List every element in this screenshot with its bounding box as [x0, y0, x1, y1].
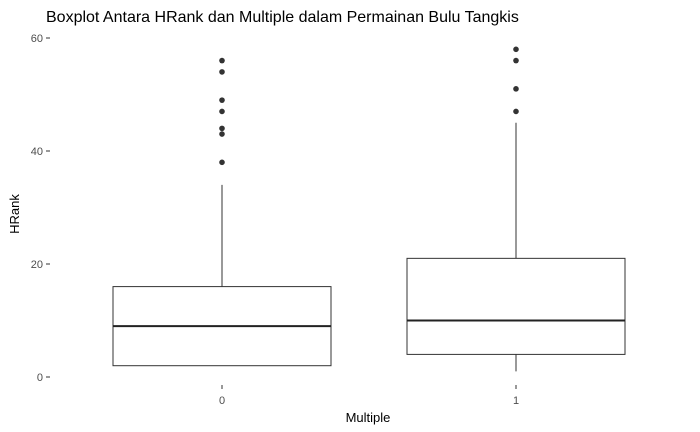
outlier-point — [513, 108, 519, 115]
outlier-point — [219, 159, 225, 166]
outlier-point — [513, 46, 519, 53]
chart-title: Boxplot Antara HRank dan Multiple dalam … — [46, 9, 519, 26]
outlier-point — [219, 69, 225, 75]
iqr-box — [406, 257, 626, 355]
outlier-point — [219, 131, 225, 137]
y-tick-label: 20 — [31, 259, 43, 271]
y-axis: 0 20 40 60 — [31, 33, 50, 384]
box-group-1 — [406, 46, 626, 372]
x-tick-label: 0 — [219, 395, 225, 407]
outlier-point — [219, 57, 225, 64]
x-tick-label: 1 — [513, 395, 519, 407]
outlier-point — [219, 125, 225, 132]
box-group-0 — [112, 57, 332, 367]
x-axis-title: Multiple — [346, 410, 391, 425]
outlier-point — [513, 86, 519, 92]
y-tick-label: 60 — [31, 33, 43, 45]
y-axis-title: HRank — [7, 194, 22, 234]
outlier-point — [219, 108, 225, 115]
outlier-point — [219, 97, 225, 103]
plot-area — [112, 46, 626, 372]
y-tick-label: 0 — [37, 372, 43, 384]
y-tick-label: 40 — [31, 146, 43, 158]
outlier-point — [513, 57, 519, 64]
